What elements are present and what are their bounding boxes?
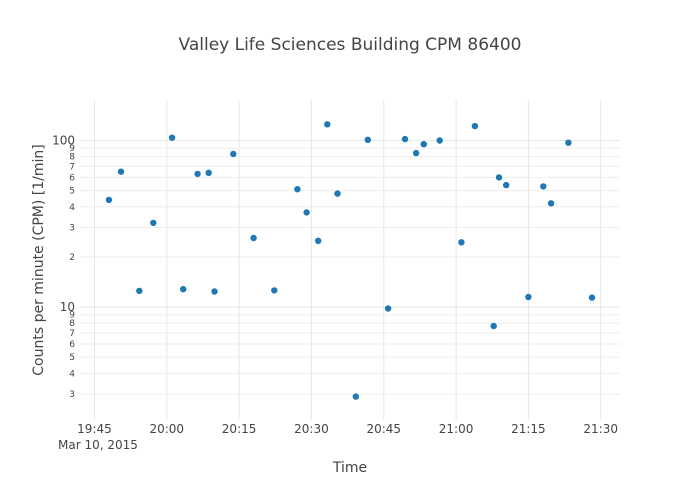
data-point xyxy=(352,393,359,400)
x-tick-label: 21:00 xyxy=(439,422,474,436)
x-tick-label: 20:00 xyxy=(149,422,184,436)
chart-title: Valley Life Sciences Building CPM 86400 xyxy=(179,35,522,55)
data-point xyxy=(588,294,596,301)
y-major-tick-label: 100 xyxy=(52,133,75,147)
data-point xyxy=(547,200,555,207)
y-minor-tick-label: 3 xyxy=(69,390,75,400)
x-tick-label: 21:15 xyxy=(511,422,546,436)
data-point xyxy=(412,149,420,157)
y-minor-tick-label: 6 xyxy=(69,173,75,183)
x-axis-ticks: 19:45 20:00 20:15 20:30 20:45 21:00 21:15 21:30 xyxy=(77,422,618,436)
data-points xyxy=(105,121,596,400)
data-point xyxy=(294,186,301,193)
data-point xyxy=(117,168,125,175)
data-point xyxy=(105,196,113,204)
x-tick-label: 20:15 xyxy=(222,422,257,436)
grid-lines xyxy=(80,100,620,420)
data-point xyxy=(303,209,310,216)
data-point xyxy=(364,136,371,143)
y-minor-tick-label: 4 xyxy=(69,369,75,379)
y-major-tick-label: 10 xyxy=(60,300,75,314)
data-point xyxy=(495,174,503,181)
data-point xyxy=(471,122,479,130)
y-minor-tick-label: 5 xyxy=(69,187,75,197)
data-point xyxy=(150,219,157,227)
x-tick-label: 21:30 xyxy=(583,422,618,436)
data-point xyxy=(458,239,465,246)
data-point xyxy=(180,286,187,293)
data-point xyxy=(211,288,218,295)
data-point xyxy=(420,141,427,148)
data-point xyxy=(194,170,201,178)
data-point xyxy=(384,305,392,312)
data-point xyxy=(490,322,497,330)
x-axis-date-label: Mar 10, 2015 xyxy=(58,438,138,452)
data-point xyxy=(230,150,237,158)
y-minor-tick-label: 4 xyxy=(69,203,75,213)
y-minor-tick-label: 2 xyxy=(69,253,75,263)
data-point xyxy=(168,134,176,141)
data-point xyxy=(565,139,572,146)
y-minor-tick-label: 6 xyxy=(69,340,75,350)
data-point xyxy=(540,183,547,190)
data-point xyxy=(324,121,331,128)
y-minor-tick-label: 8 xyxy=(69,319,75,329)
data-point xyxy=(250,234,257,242)
x-axis-title: Time xyxy=(332,460,367,476)
y-minor-tick-label: 7 xyxy=(69,329,75,339)
x-tick-label: 19:45 xyxy=(77,422,112,436)
y-minor-tick-label: 3 xyxy=(69,224,75,234)
data-point xyxy=(334,190,341,197)
data-point xyxy=(136,287,143,295)
x-tick-label: 20:30 xyxy=(294,422,329,436)
x-tick-label: 20:45 xyxy=(366,422,401,436)
data-point xyxy=(401,135,409,143)
y-minor-tick-label: 8 xyxy=(69,153,75,163)
data-point xyxy=(436,137,443,144)
y-minor-tick-label: 9 xyxy=(69,144,75,154)
data-point xyxy=(205,169,212,176)
data-point xyxy=(503,181,510,189)
y-axis-title: Counts per minute (CPM) [1/min] xyxy=(31,144,47,375)
y-minor-tick-label: 5 xyxy=(69,353,75,363)
data-point xyxy=(525,293,532,301)
y-minor-tick-label: 7 xyxy=(69,162,75,172)
data-point xyxy=(315,237,322,244)
y-minor-tick-label: 9 xyxy=(69,311,75,321)
data-point xyxy=(271,287,278,294)
